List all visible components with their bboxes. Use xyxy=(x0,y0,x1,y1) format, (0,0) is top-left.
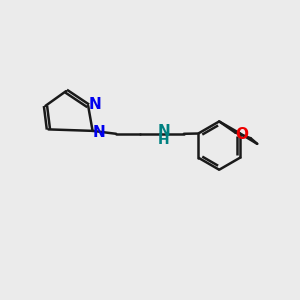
Text: O: O xyxy=(235,127,248,142)
Text: N: N xyxy=(88,97,101,112)
Text: N: N xyxy=(158,124,170,139)
Text: H: H xyxy=(158,133,170,147)
Text: N: N xyxy=(93,125,105,140)
